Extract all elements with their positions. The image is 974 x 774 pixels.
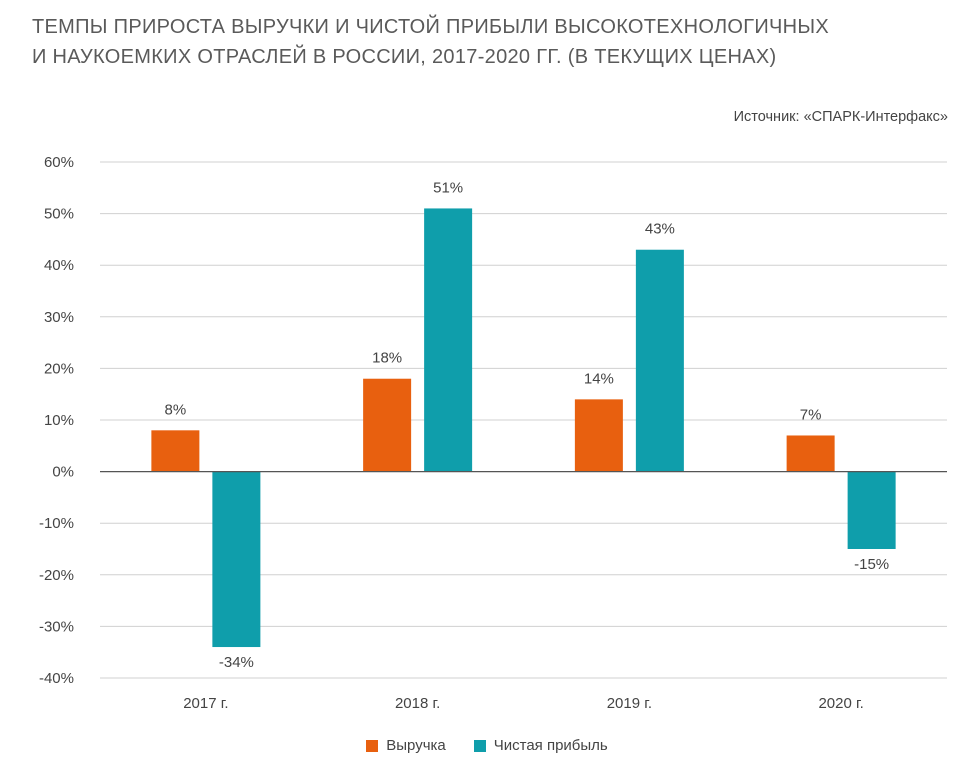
source-note: Источник: «СПАРК-Интерфакс» [733, 109, 948, 125]
chart-title-line-1: ТЕМПЫ ПРИРОСТА ВЫРУЧКИ И ЧИСТОЙ ПРИБЫЛИ … [32, 16, 830, 38]
y-tick-label: 10% [44, 412, 74, 429]
bar-profit [212, 471, 261, 648]
data-label: 8% [165, 401, 187, 418]
y-tick-label: 50% [44, 206, 74, 223]
data-label: 18% [372, 350, 402, 367]
x-tick-label: 2017 г. [183, 695, 228, 712]
legend-label-revenue: Выручка [386, 737, 446, 754]
bar-profit [635, 249, 684, 472]
data-label: -34% [219, 654, 254, 671]
bar-revenue [363, 378, 412, 472]
data-label: -15% [854, 556, 889, 573]
y-tick-label: -20% [39, 567, 74, 584]
y-tick-label: -30% [39, 618, 74, 635]
legend-item-profit: Чистая прибыль [473, 737, 608, 754]
legend-item-revenue: Выручка [366, 737, 446, 754]
data-label: 51% [433, 179, 463, 196]
data-label: 14% [584, 370, 614, 387]
x-tick-label: 2018 г. [395, 695, 440, 712]
data-label: 7% [800, 406, 822, 423]
legend-swatch-profit [473, 739, 486, 752]
y-tick-label: 60% [44, 154, 74, 171]
data-label: 43% [645, 221, 675, 238]
y-tick-label: 40% [44, 257, 74, 274]
legend-label-profit: Чистая прибыль [493, 737, 608, 754]
chart-title: ТЕМПЫ ПРИРОСТА ВЫРУЧКИ И ЧИСТОЙ ПРИБЫЛИ … [32, 12, 952, 72]
bar-revenue [786, 435, 835, 472]
bar-revenue [151, 430, 200, 472]
legend: Выручка Чистая прибыль [0, 737, 974, 754]
bar-revenue [574, 399, 623, 472]
legend-swatch-revenue [366, 739, 379, 752]
x-tick-label: 2019 г. [607, 695, 652, 712]
x-tick-label: 2020 г. [818, 695, 863, 712]
bar-profit [424, 208, 473, 472]
chart-title-line-2: И НАУКОЕМКИХ ОТРАСЛЕЙ В РОССИИ, 2017-202… [32, 46, 777, 68]
y-tick-label: 30% [44, 309, 74, 326]
y-tick-label: 0% [52, 464, 74, 481]
y-tick-label: -40% [39, 670, 74, 687]
bar-profit [847, 471, 896, 549]
y-tick-label: 20% [44, 360, 74, 377]
y-tick-label: -10% [39, 515, 74, 532]
